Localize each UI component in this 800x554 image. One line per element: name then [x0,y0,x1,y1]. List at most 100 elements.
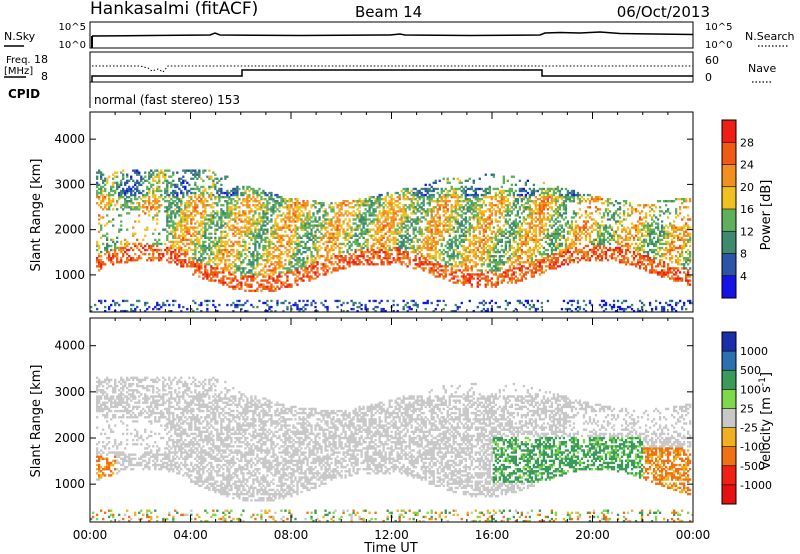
power-cell [270,232,273,235]
power-cell [210,265,213,268]
power-cell [194,246,197,250]
power-cell [106,204,109,207]
power-cell [266,236,269,239]
power-cell [132,189,135,193]
power-cell [308,222,311,225]
power-cell [236,269,239,272]
power-cell [504,210,507,213]
power-cell [294,269,297,272]
power-cell [258,216,261,219]
power-cell [100,254,103,258]
power-cell [302,224,305,227]
power-cell [214,273,217,276]
power-cell [146,193,149,197]
power-cell [396,206,399,209]
power-cell [372,254,375,258]
power-cell [248,193,251,197]
power-cell [210,271,213,274]
power-cell [412,246,415,250]
power-cell [208,175,211,178]
power-cell [390,195,393,199]
power-cell [396,191,399,195]
power-cell [272,254,275,258]
power-cell [158,187,161,191]
power-cell [236,279,239,282]
power-cell [260,283,263,286]
power-cell [186,206,189,209]
power-cell [244,234,247,237]
power-cell [282,200,285,203]
power-cell [372,234,375,237]
power-cell [148,175,151,178]
power-cell [218,195,221,199]
power-cell [378,248,381,252]
power-cell [242,238,245,242]
power-cell [378,202,381,205]
power-cell [366,307,369,311]
power-cell [406,191,409,195]
power-cell [426,208,429,211]
power-cell [430,238,433,242]
power-cell [370,220,373,223]
power-cell [494,261,497,264]
power-cell [150,248,153,252]
power-cell [176,224,179,227]
power-cell [122,309,125,313]
power-cell [100,265,103,268]
power-cell [260,226,263,229]
power-cell [262,275,265,278]
power-cell [126,242,129,246]
power-cell [166,181,169,185]
power-cell [240,232,243,235]
power-cell [378,220,381,223]
power-cell [98,263,101,266]
power-cell [148,177,151,180]
power-cell [318,208,321,211]
power-cell [504,236,507,239]
power-cell [184,259,187,262]
power-cell [322,263,325,266]
power-cell [168,208,171,211]
power-cell [430,224,433,227]
power-cell [482,210,485,213]
power-cell [196,236,199,239]
power-cell [260,218,263,221]
power-cell [378,238,381,242]
power-cell [116,185,119,189]
power-cell [322,226,325,229]
power-cell [240,254,243,258]
power-cell [356,214,359,217]
power-cell [442,236,445,239]
power-cell [132,309,135,313]
power-cell [440,250,443,254]
power-cell [198,303,201,307]
power-cell [112,238,115,242]
power-cell [438,248,441,252]
power-cell [330,236,333,239]
power-cell [208,224,211,227]
power-cell [194,181,197,185]
power-cell [392,214,395,217]
power-cell [254,236,257,239]
power-cell [432,187,435,191]
power-cell [156,242,159,246]
power-cell [160,305,163,309]
power-cell [188,189,191,193]
power-cell [456,193,459,197]
power-cell [106,238,109,242]
power-cell [166,259,169,262]
power-cell [454,269,457,272]
power-cell [350,307,353,311]
power-cell [224,244,227,248]
power-cell [464,257,467,260]
power-cell [342,200,345,203]
power-cell [268,254,271,258]
power-cell [476,187,479,191]
power-cell [284,246,287,250]
power-cell [204,212,207,215]
power-cell [364,218,367,221]
power-cell [492,259,495,262]
power-cell [480,197,483,201]
power-cell [500,275,503,278]
power-cell [96,181,99,185]
